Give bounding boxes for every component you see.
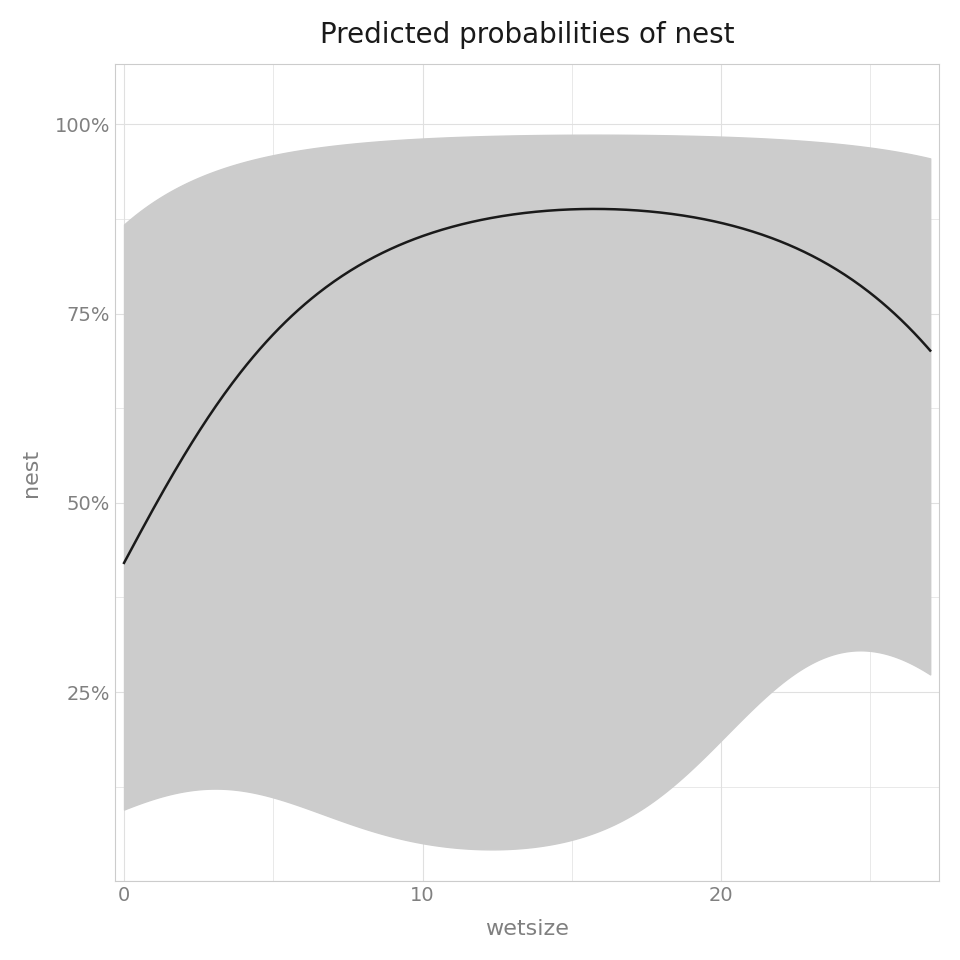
Y-axis label: nest: nest	[21, 448, 41, 496]
Title: Predicted probabilities of nest: Predicted probabilities of nest	[320, 21, 734, 49]
X-axis label: wetsize: wetsize	[485, 919, 569, 939]
